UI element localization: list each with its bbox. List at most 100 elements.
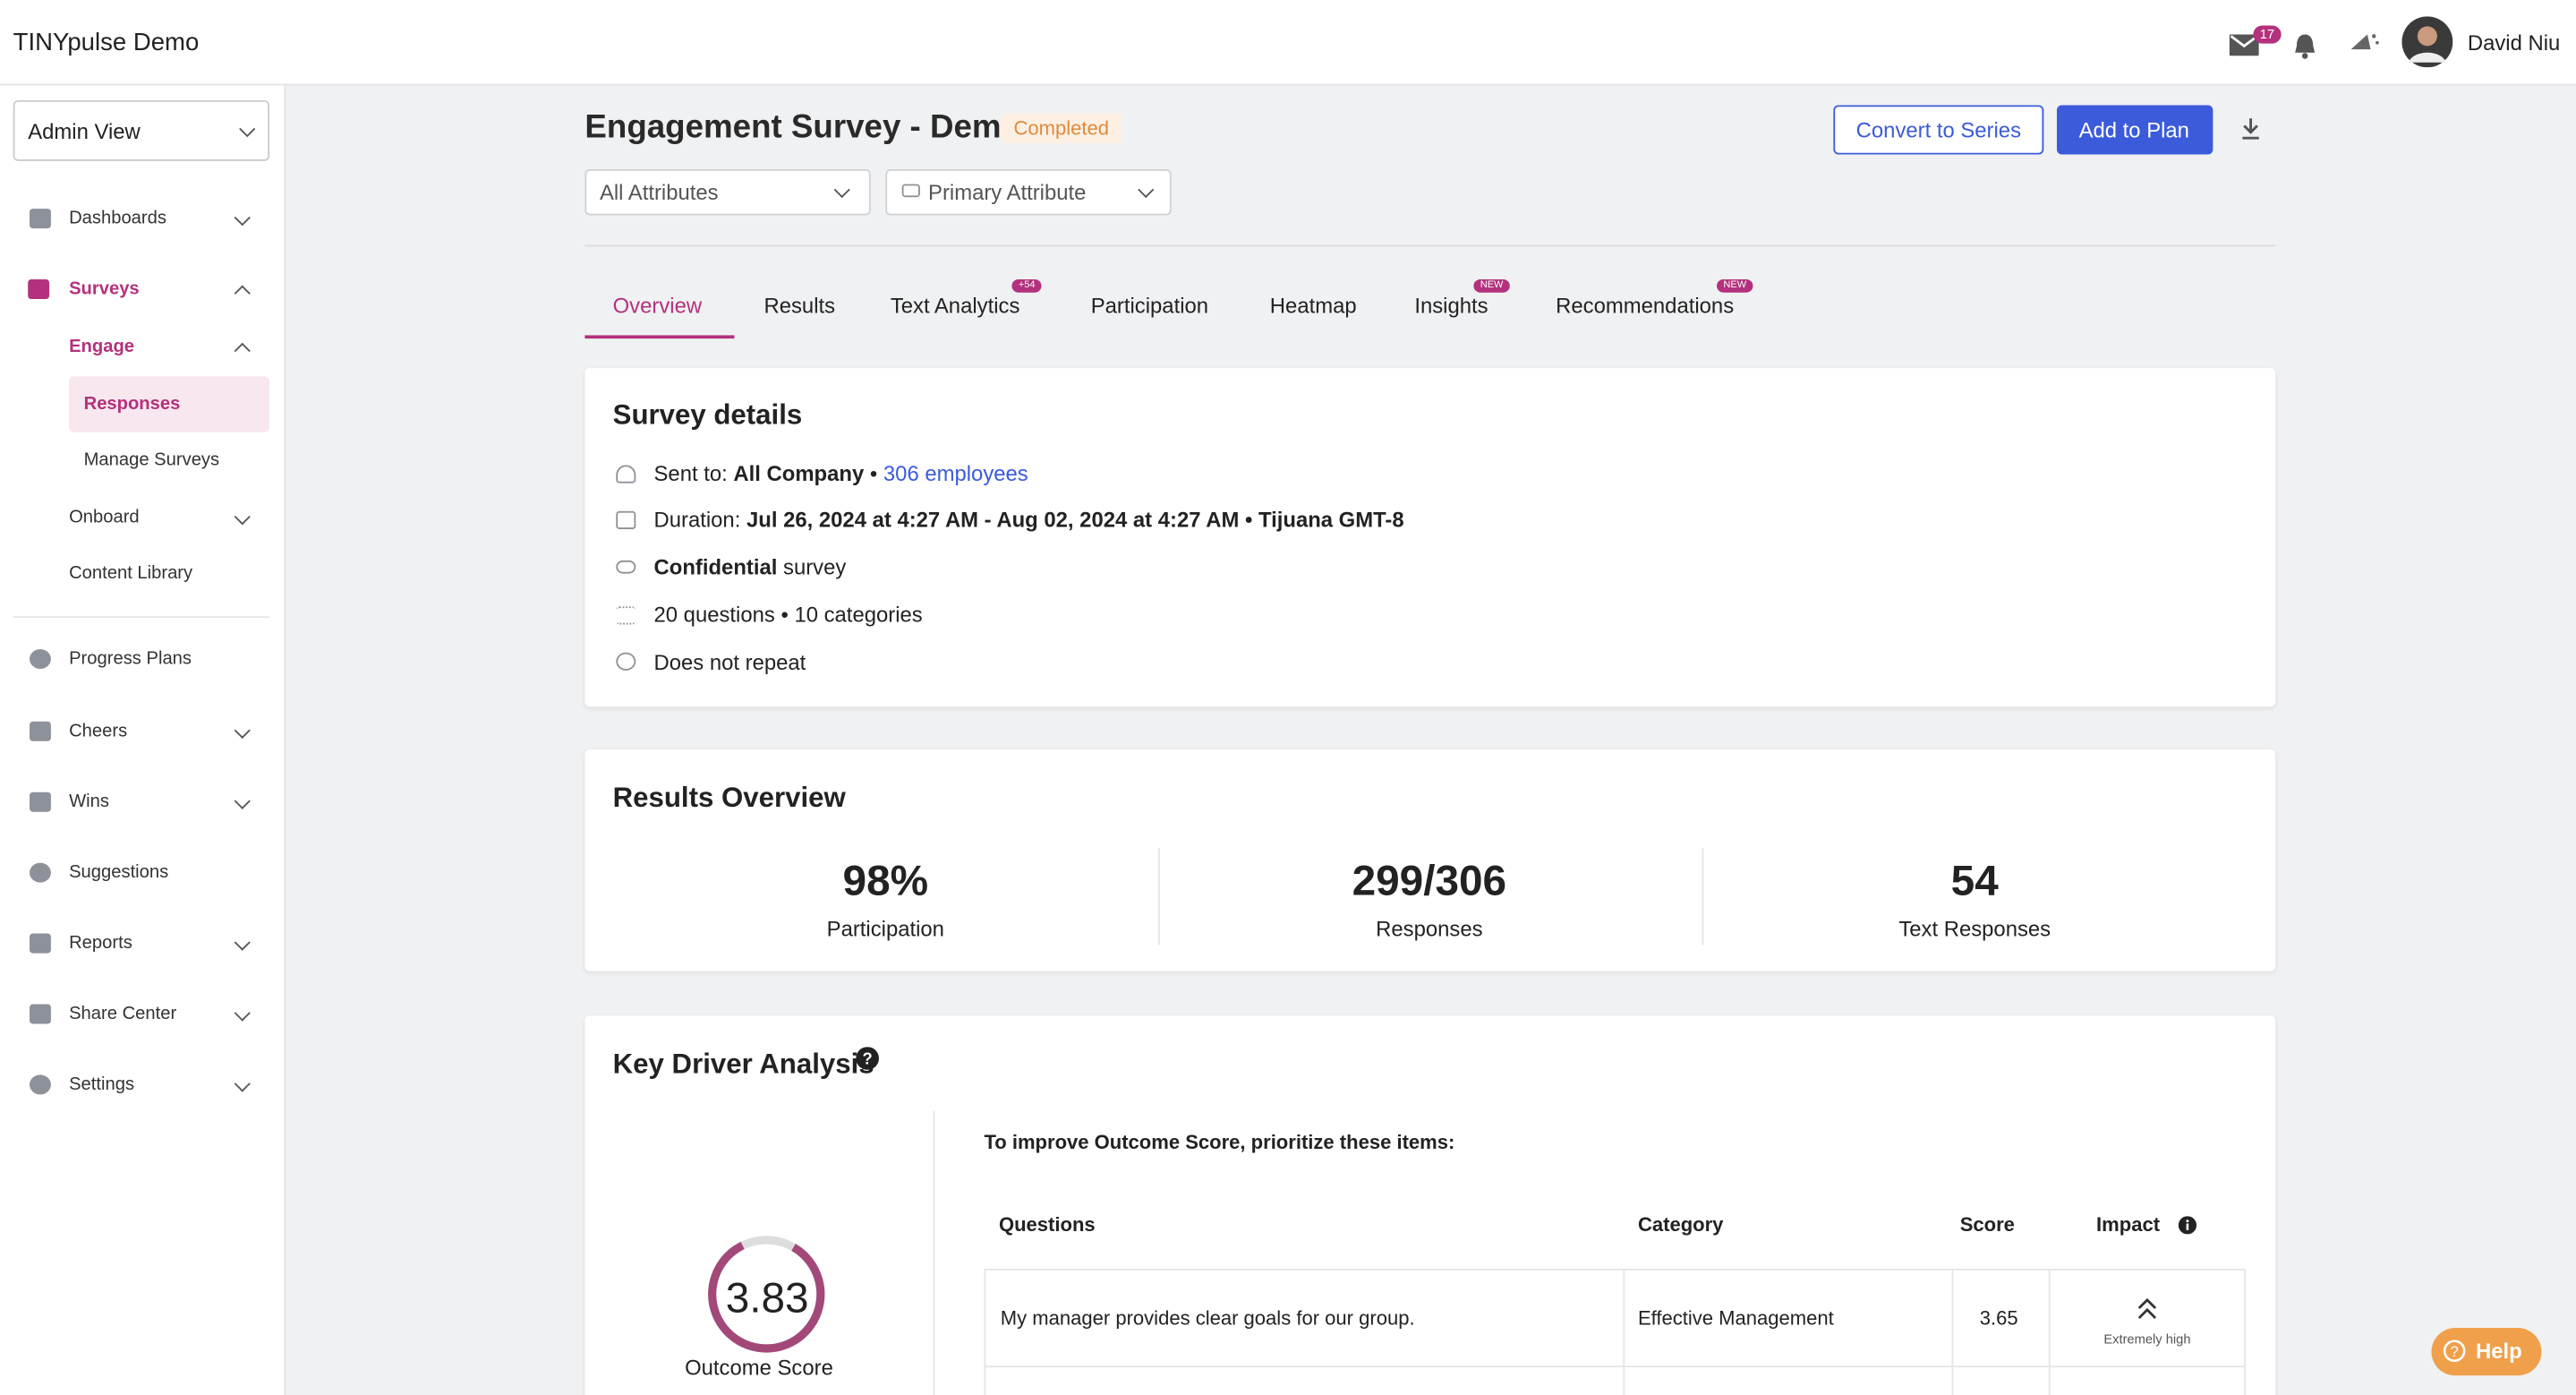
nav-icon <box>30 1074 51 1095</box>
bell-icon[interactable] <box>2293 33 2316 59</box>
value: Jul 26, 2024 at 4:27 AM - Aug 02, 2024 a… <box>746 507 1404 532</box>
tab[interactable]: Insights <box>1414 293 1488 319</box>
divider <box>584 244 2276 247</box>
nav-icon <box>30 933 51 954</box>
nav-item[interactable]: Progress Plans <box>69 649 192 670</box>
prompt: To improve Outcome Score, prioritize the… <box>984 1130 1455 1154</box>
nav-item[interactable]: Suggestions <box>69 862 169 883</box>
nav-item[interactable]: Engage <box>69 337 135 357</box>
filter-icon <box>901 184 920 198</box>
user-name[interactable]: David Niu <box>2467 30 2561 56</box>
impact-icon <box>2137 1297 2157 1320</box>
label: Duration: <box>653 507 741 532</box>
card-title: Survey details <box>612 399 803 431</box>
impact-label: Extremely high <box>2103 1331 2191 1348</box>
nav-item[interactable]: Manage Surveys <box>83 449 220 470</box>
nav-item[interactable]: Reports <box>69 933 132 954</box>
stat-label: Text Responses <box>1898 916 2051 941</box>
nav-active-bg <box>69 376 270 432</box>
tab-badge: NEW <box>1473 279 1510 293</box>
attribute-filter[interactable] <box>584 169 871 216</box>
divider <box>1157 848 1160 946</box>
filter-label: Primary Attribute <box>928 179 1087 205</box>
tab[interactable]: Results <box>763 293 836 319</box>
nav-item[interactable]: Cheers <box>69 721 128 741</box>
nav-icon <box>30 1004 51 1024</box>
nav-icon <box>30 792 51 812</box>
label: survey <box>783 554 847 579</box>
avatar[interactable] <box>2401 16 2453 68</box>
help-button-icon: ? <box>2443 1339 2466 1363</box>
tab-badge: NEW <box>1717 279 1753 293</box>
nav-item[interactable]: Settings <box>69 1074 135 1095</box>
tab[interactable]: Overview <box>612 293 703 319</box>
label: Sent to: <box>653 460 728 486</box>
tab[interactable]: Recommendations <box>1556 293 1735 319</box>
outcome-score: 3.83 <box>725 1272 809 1322</box>
value: Confidential <box>653 554 778 579</box>
table <box>984 1268 2247 1395</box>
calendar-icon <box>616 510 636 530</box>
view-select[interactable] <box>13 99 270 161</box>
column-header: Questions <box>998 1212 1096 1237</box>
tab-underline <box>584 335 735 339</box>
detail-row: Confidential survey <box>654 554 847 579</box>
filter-label: All Attributes <box>599 179 719 205</box>
svg-text:?: ? <box>863 1048 873 1067</box>
view-select-label: Admin View <box>28 119 141 144</box>
nav-icon <box>30 862 51 883</box>
nav-icon <box>30 649 51 670</box>
repeat-icon <box>616 652 636 671</box>
detail-row: 20 questions • 10 categories <box>653 602 923 628</box>
details-card <box>584 368 2276 707</box>
add-plan-button[interactable] <box>2056 105 2213 155</box>
card-title: Key Driver Analysis <box>612 1048 874 1080</box>
cheers-icon[interactable] <box>2348 30 2381 56</box>
help-label: Help <box>2476 1338 2522 1364</box>
stat-value: 98% <box>842 855 929 905</box>
employees-link[interactable]: 306 employees <box>883 460 1028 486</box>
app-title[interactable]: TINYpulse Demo <box>13 29 200 57</box>
list-icon <box>616 606 636 625</box>
nav-item[interactable]: Responses <box>83 394 181 415</box>
stat-value: 299/306 <box>1352 855 1507 905</box>
convert-button[interactable] <box>1833 105 2044 155</box>
key-driver-card <box>584 1015 2276 1395</box>
stat-value: 54 <box>1950 855 1999 905</box>
cell: My manager provides clear goals for our … <box>1000 1306 1415 1330</box>
primary-attribute-filter[interactable] <box>885 169 1172 216</box>
nav-item[interactable]: Content Library <box>69 563 193 584</box>
help-icon[interactable]: ? <box>856 1047 879 1070</box>
stat-label: Responses <box>1376 916 1483 941</box>
cell: Effective Management <box>1637 1306 1834 1330</box>
tab[interactable]: Participation <box>1090 293 1209 319</box>
stat-label: Participation <box>826 916 944 941</box>
help-button[interactable] <box>2431 1328 2542 1376</box>
people-icon <box>616 465 636 484</box>
row-divider <box>984 1365 2247 1368</box>
card-title: Results Overview <box>612 782 846 814</box>
column-header: Category <box>1637 1212 1724 1237</box>
nav-item[interactable]: Dashboards <box>69 209 166 229</box>
nav-item[interactable]: Surveys <box>69 279 140 300</box>
nav-item[interactable]: Onboard <box>69 508 140 528</box>
download-icon[interactable] <box>2241 118 2261 140</box>
status-badge: Completed <box>1000 113 1122 143</box>
key-icon <box>616 560 636 574</box>
column-header: Impact <box>2096 1212 2161 1237</box>
outcome-label: Outcome Score <box>685 1355 833 1380</box>
mail-icon[interactable] <box>2229 34 2259 56</box>
nav-icon <box>30 209 51 229</box>
divider <box>933 1110 935 1395</box>
tab-badge: +54 <box>1011 279 1042 293</box>
tab[interactable]: Text Analytics <box>890 293 1020 319</box>
mail-count: 17 <box>2253 25 2282 44</box>
nav-item[interactable]: Wins <box>69 792 109 812</box>
nav-item[interactable]: Share Center <box>69 1004 177 1024</box>
detail-row: Duration: Jul 26, 2024 at 4:27 AM - Aug … <box>654 507 1404 532</box>
info-icon[interactable] <box>2178 1216 2197 1235</box>
tab[interactable]: Heatmap <box>1269 293 1357 319</box>
divider <box>13 616 270 619</box>
